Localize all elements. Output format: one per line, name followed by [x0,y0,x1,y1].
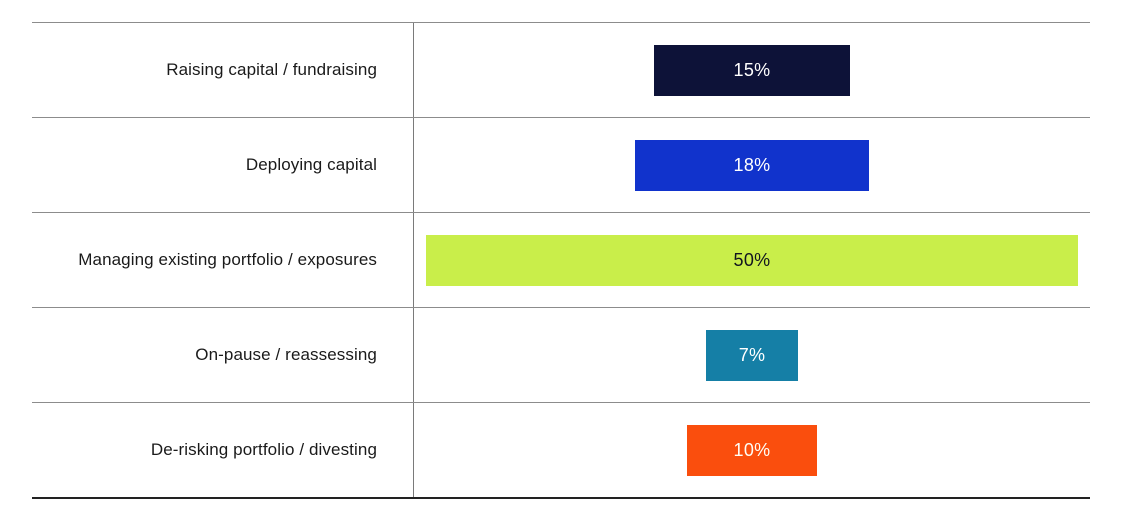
bar-area: 50% [413,213,1090,307]
category-label: Deploying capital [245,155,377,174]
bar-value-label: 10% [733,439,771,460]
chart-row: Managing existing portfolio / exposures … [32,213,1090,308]
bar: 15% [654,44,850,96]
chart-row: On-pause / reassessing 7% [32,308,1090,403]
chart-row: De-risking portfolio / divesting 10% [32,403,1090,497]
chart-row: Raising capital / fundraising 15% [32,23,1090,118]
survey-bar-chart: Raising capital / fundraising 15% Deploy… [32,22,1090,499]
bar-value-label: 15% [733,59,771,80]
bar-area: 7% [413,308,1090,402]
bar-area: 18% [413,118,1090,212]
bar: 50% [425,234,1079,286]
chart-row: Deploying capital 18% [32,118,1090,213]
bar: 10% [686,424,818,476]
bar-area: 10% [413,403,1090,497]
category-label: Managing existing portfolio / exposures [78,250,377,269]
bar: 7% [706,329,798,381]
category-label: On-pause / reassessing [195,345,377,364]
bar-value-label: 50% [733,249,771,270]
category-label: De-risking portfolio / divesting [150,440,377,459]
category-label: Raising capital / fundraising [166,60,377,79]
bar: 18% [634,139,870,191]
bar-area: 15% [413,23,1090,117]
bar-value-label: 7% [738,344,766,365]
bar-value-label: 18% [733,154,771,175]
